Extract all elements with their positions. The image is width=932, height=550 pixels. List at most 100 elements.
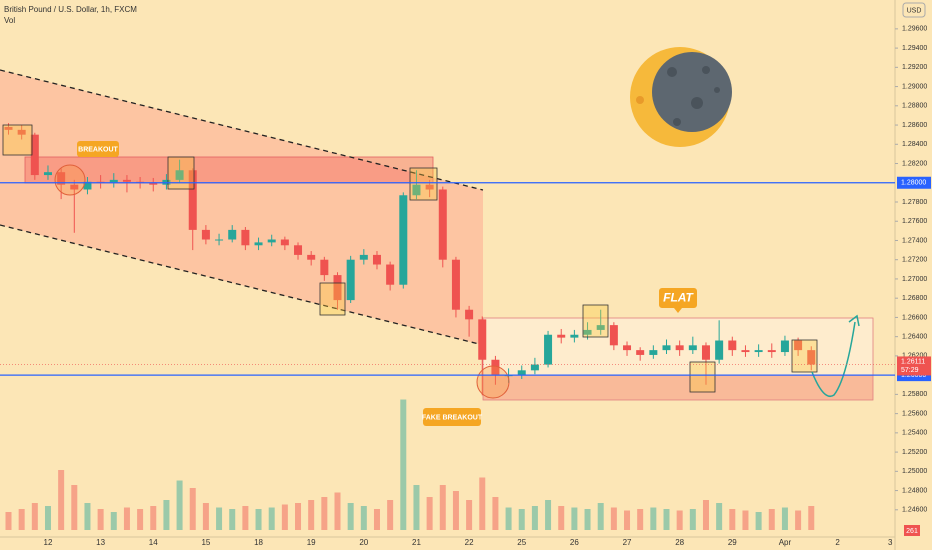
volume-bar <box>505 507 512 530</box>
x-tick-label: 25 <box>517 538 526 547</box>
volume-bar <box>452 491 459 530</box>
candle-body <box>570 334 579 338</box>
candle-body <box>649 350 658 355</box>
y-tick-label: 1.25000 <box>902 468 927 475</box>
highlight-box <box>409 167 438 201</box>
candle-body <box>794 340 803 351</box>
volume-bar <box>123 507 130 530</box>
candle-body <box>30 134 39 176</box>
last-price-label: 1.26111 <box>901 358 925 365</box>
volume-bar <box>466 500 473 530</box>
y-tick-label: 1.26200 <box>902 353 927 360</box>
candle-body <box>83 181 92 190</box>
level-label: 1.28000 <box>901 180 926 187</box>
y-tick-label: 1.27000 <box>902 276 927 283</box>
volume-bar <box>58 470 65 530</box>
candle-body <box>109 179 118 183</box>
candle-body <box>149 182 158 185</box>
level-label: 1.26000 <box>901 372 926 379</box>
candle-body <box>728 340 737 351</box>
channel-fill <box>0 70 483 345</box>
volume-bar <box>637 509 644 530</box>
y-tick-label: 1.27200 <box>902 257 927 264</box>
y-tick-label: 1.27400 <box>902 237 927 244</box>
volume-bar <box>5 512 12 530</box>
volume-bar <box>650 507 657 530</box>
candle-body <box>372 254 381 265</box>
x-tick-label: 22 <box>465 538 474 547</box>
candle-body <box>517 370 526 376</box>
candle-body <box>688 345 697 351</box>
volume-bar <box>795 510 802 530</box>
volume-bar <box>360 506 367 530</box>
candle-body <box>715 340 724 360</box>
volume-bar <box>387 500 394 530</box>
candle-body <box>701 345 710 360</box>
volume-bar <box>321 497 328 530</box>
x-tick-label: 13 <box>96 538 105 547</box>
y-tick-label: 1.29400 <box>902 45 927 52</box>
volume-bar <box>729 509 736 530</box>
x-tick-label: 3 <box>888 538 893 547</box>
volume-bar <box>163 500 170 530</box>
volume-bar <box>18 509 25 530</box>
volume-bar <box>518 509 525 530</box>
highlight-box <box>2 124 33 156</box>
candle-body <box>780 340 789 353</box>
candle-body <box>530 364 539 371</box>
candle-body <box>596 325 605 330</box>
volume-bar <box>597 503 604 530</box>
y-tick-label: 1.25600 <box>902 410 927 417</box>
x-tick-label: 18 <box>254 538 263 547</box>
moon-icon <box>630 47 732 147</box>
arrow-head <box>848 314 860 327</box>
candle-body <box>359 254 368 260</box>
volume-bar <box>268 507 275 530</box>
x-tick-label: 20 <box>359 538 368 547</box>
candle-body <box>425 184 434 190</box>
chart-title: British Pound / U.S. Dollar, 1h, FXCM <box>4 5 137 14</box>
candle-body <box>754 350 763 353</box>
y-tick-label: 1.25400 <box>902 430 927 437</box>
currency-box <box>902 2 926 18</box>
y-tick-label: 1.29200 <box>902 64 927 71</box>
candle-body <box>267 239 276 243</box>
volume-bar <box>624 510 631 530</box>
highlight-box <box>582 304 609 338</box>
volume-bar <box>716 503 723 530</box>
volume-bar <box>137 509 144 530</box>
volume-bar <box>110 512 117 530</box>
volume-bar <box>610 507 617 530</box>
volume-bar <box>558 506 565 530</box>
y-tick-label: 1.28400 <box>902 141 927 148</box>
y-tick-label: 1.24800 <box>902 487 927 494</box>
volume-bar <box>689 509 696 530</box>
volume-bar <box>400 399 407 530</box>
highlight-box <box>319 282 346 316</box>
volume-bar <box>31 503 38 530</box>
candle-body <box>583 329 592 335</box>
level-label-box <box>897 176 931 189</box>
candle-body <box>675 345 684 351</box>
volume-bar <box>584 509 591 530</box>
candle-body <box>280 239 289 246</box>
y-tick-label: 1.26800 <box>902 295 927 302</box>
y-tick-label: 1.26400 <box>902 334 927 341</box>
fake-breakout-circle <box>476 365 510 399</box>
candle-body <box>320 259 329 276</box>
y-tick-label: 1.27600 <box>902 218 927 225</box>
callout-box <box>423 408 481 426</box>
highlight-box <box>791 339 818 373</box>
y-tick-label: 1.25800 <box>902 391 927 398</box>
callout-text: BREAKOUT <box>78 146 118 153</box>
candle-body <box>386 264 395 285</box>
x-tick-label: Apr <box>779 538 792 547</box>
candle-body <box>307 254 316 260</box>
candle-body <box>57 172 66 185</box>
candle-body <box>254 242 263 246</box>
callout-text: FAKE BREAKOUT <box>422 414 483 421</box>
candle-body <box>767 350 776 353</box>
volume-bar <box>768 509 775 530</box>
volume-bar <box>97 509 104 530</box>
